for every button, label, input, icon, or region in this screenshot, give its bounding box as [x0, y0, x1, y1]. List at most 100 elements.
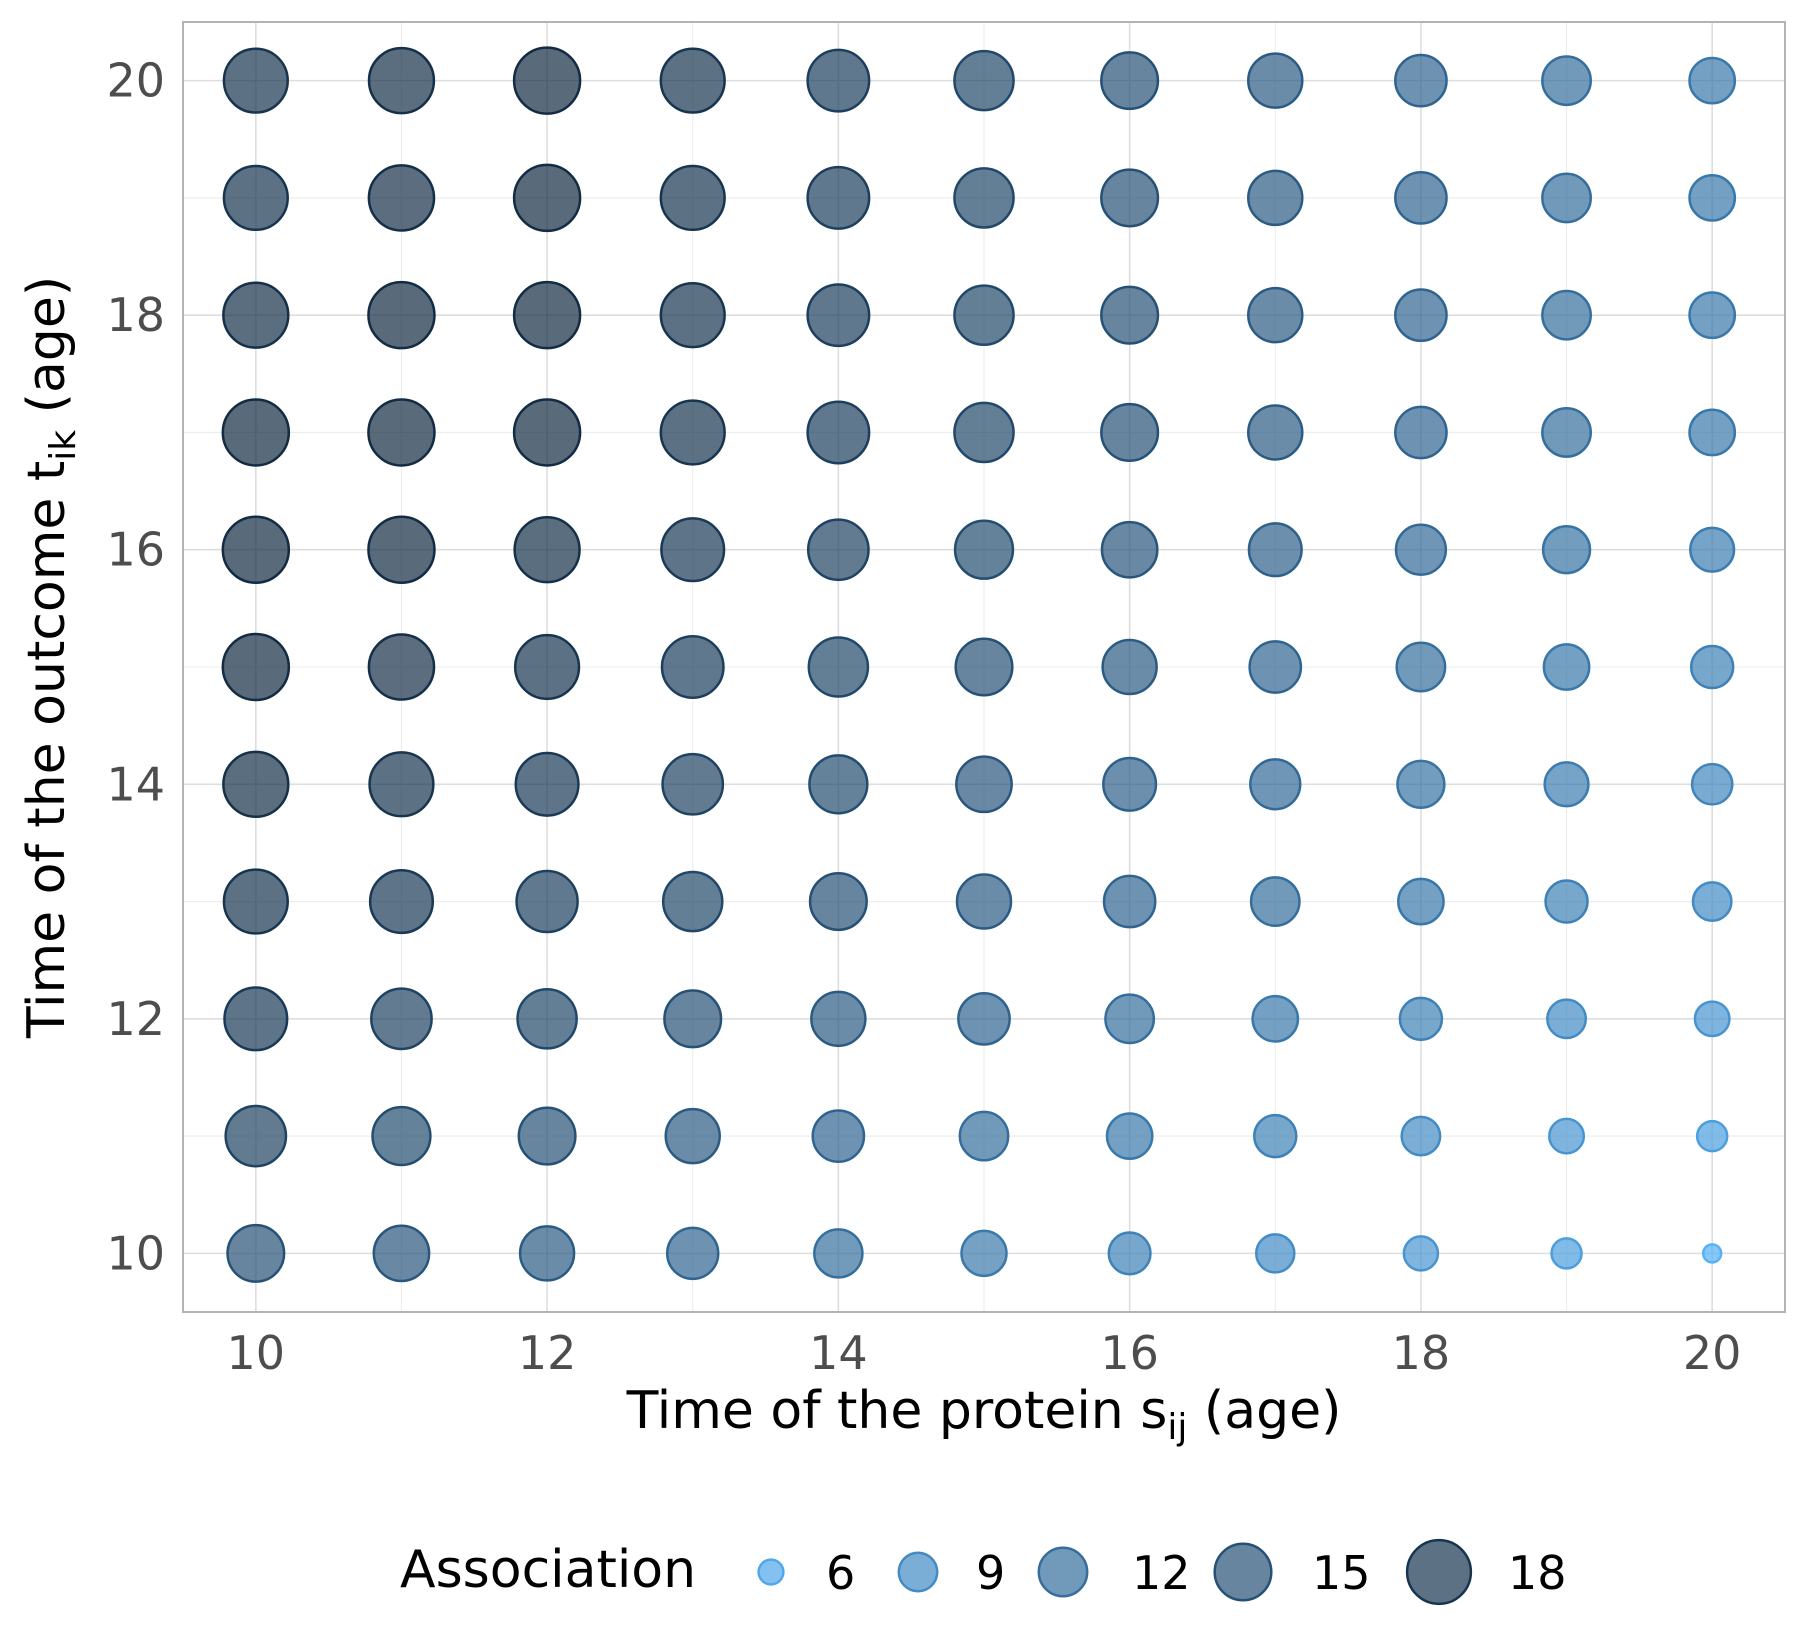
data-point: [367, 164, 436, 232]
y-tick-label: 16: [106, 523, 165, 577]
data-point: [371, 1105, 432, 1167]
data-point: [367, 633, 436, 701]
data-point: [806, 518, 870, 582]
data-point: [1688, 291, 1737, 340]
data-point: [958, 1110, 1010, 1162]
x-axis-tick-labels: 10 12 14 16 18 20: [227, 1326, 1742, 1380]
legend: Association 6 9 12 15 18: [400, 1538, 1567, 1606]
data-point: [513, 633, 581, 701]
y-axis-title-subscript: ik: [43, 430, 84, 461]
data-point: [1251, 994, 1300, 1043]
data-point: [953, 167, 1015, 229]
data-point: [1394, 53, 1448, 108]
data-point: [960, 1229, 1008, 1278]
x-axis-title: Time of the protein sij (age): [626, 1381, 1342, 1448]
data-point: [1247, 169, 1304, 227]
data-point: [1542, 643, 1591, 691]
legend-items: 6 9 12 15 18: [757, 1538, 1567, 1606]
x-axis-title-main: Time of the protein s: [626, 1381, 1168, 1441]
data-point: [226, 1223, 286, 1283]
data-point: [513, 516, 581, 584]
data-point: [811, 1109, 866, 1163]
y-tick-label: 12: [106, 992, 165, 1046]
data-point: [806, 400, 871, 465]
data-point: [224, 1104, 288, 1168]
x-tick-label: 20: [1683, 1326, 1742, 1380]
data-point: [370, 987, 433, 1051]
y-axis-title: Time of the outcome tik (age): [17, 276, 84, 1039]
data-point: [515, 869, 579, 934]
data-point: [514, 751, 580, 817]
legend-key: [757, 1558, 785, 1586]
data-point: [953, 519, 1015, 580]
data-point: [659, 282, 726, 349]
data-point: [1247, 286, 1304, 344]
data-point: [660, 635, 725, 699]
data-point: [1541, 172, 1592, 224]
data-point: [367, 46, 436, 115]
data-point: [1107, 1231, 1152, 1276]
legend-label: 18: [1508, 1546, 1567, 1600]
data-point: [665, 1226, 720, 1281]
data-point: [221, 632, 291, 702]
data-point: [1397, 877, 1445, 926]
data-point: [806, 48, 871, 113]
data-point: [512, 398, 582, 467]
data-point: [1249, 758, 1302, 811]
data-point: [1546, 998, 1588, 1040]
y-tick-label: 14: [106, 757, 165, 811]
data-point: [663, 989, 723, 1049]
data-point: [1102, 756, 1158, 812]
data-point: [659, 47, 726, 114]
data-point: [1100, 285, 1160, 345]
data-point: [955, 755, 1013, 814]
data-point: [516, 988, 578, 1050]
data-point: [957, 991, 1011, 1046]
legend-label: 9: [976, 1546, 1005, 1600]
y-axis-tick-labels: 10 12 14 16 18 20: [106, 54, 165, 1281]
data-point: [1102, 874, 1157, 929]
y-axis-title-tail: (age): [17, 276, 77, 430]
data-point: [954, 637, 1014, 697]
data-point: [367, 280, 436, 350]
data-point: [1394, 523, 1448, 576]
data-point: [367, 398, 436, 467]
data-point: [1249, 876, 1301, 927]
data-point: [1548, 1117, 1586, 1155]
data-point: [1101, 638, 1158, 696]
legend-key: [897, 1551, 939, 1593]
legend-key: [1405, 1538, 1473, 1606]
data-point: [1248, 640, 1303, 694]
data-point: [813, 1228, 864, 1279]
data-point: [1100, 402, 1160, 463]
data-point: [664, 1107, 721, 1165]
data-point: [1255, 1233, 1296, 1274]
data-point: [1247, 522, 1303, 578]
data-point: [1541, 289, 1592, 341]
data-point: [1400, 1115, 1442, 1157]
data-point: [517, 1106, 577, 1166]
plot-panel-border: [182, 21, 1786, 1313]
data-point: [1105, 1112, 1154, 1160]
data-point: [659, 164, 726, 232]
x-axis-title-subscript: ij: [1167, 1407, 1187, 1448]
data-point: [222, 750, 290, 818]
data-point: [1395, 641, 1447, 693]
data-point: [1394, 171, 1448, 225]
x-axis-title-tail: (age): [1187, 1381, 1341, 1441]
y-tick-label: 18: [106, 288, 165, 342]
data-point: [953, 401, 1015, 464]
data-point: [1100, 168, 1160, 228]
y-tick-label: 20: [106, 54, 165, 108]
data-point: [1544, 879, 1589, 924]
data-point: [806, 283, 871, 348]
legend-title: Association: [400, 1540, 696, 1600]
data-points: [221, 46, 1737, 1283]
legend-key: [1037, 1546, 1089, 1598]
data-point: [1394, 405, 1448, 460]
data-point: [1695, 1119, 1729, 1153]
data-point: [955, 873, 1013, 930]
x-tick-label: 14: [809, 1326, 868, 1380]
y-axis-title-main: Time of the outcome t: [17, 461, 77, 1039]
